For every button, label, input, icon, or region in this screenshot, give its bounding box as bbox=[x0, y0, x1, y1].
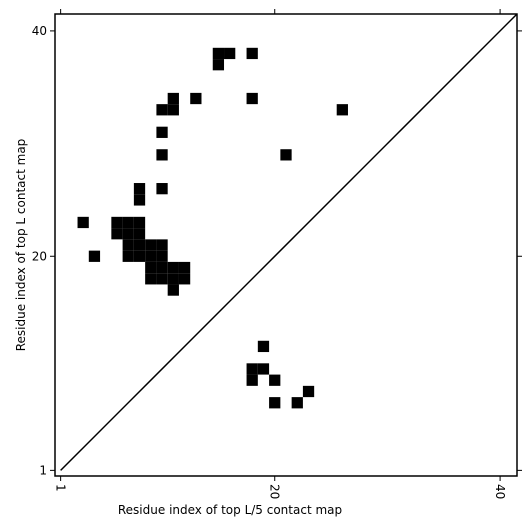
contact-cell bbox=[302, 385, 315, 398]
contact-cell bbox=[145, 261, 157, 274]
contact-cell bbox=[246, 374, 258, 386]
contact-cell bbox=[133, 239, 146, 251]
contact-cell bbox=[156, 149, 168, 161]
contact-cell bbox=[167, 92, 179, 105]
y-tick-label: 40 bbox=[32, 24, 47, 38]
contact-cell bbox=[145, 239, 157, 251]
x-axis-label: Residue index of top L/5 contact map bbox=[118, 503, 342, 517]
contact-cell bbox=[133, 250, 146, 262]
contact-cell bbox=[257, 340, 270, 353]
x-tick-label: 20 bbox=[268, 484, 282, 499]
x-tick-label: 1 bbox=[54, 484, 68, 492]
contact-cell bbox=[257, 363, 270, 375]
contact-cell bbox=[190, 92, 202, 105]
contact-cell bbox=[291, 397, 303, 409]
contact-cell bbox=[167, 273, 179, 285]
contact-cell bbox=[88, 250, 101, 262]
y-tick-label: 20 bbox=[32, 249, 47, 263]
diagonal-line bbox=[60, 13, 518, 471]
contact-cell bbox=[156, 183, 168, 195]
contact-cell bbox=[145, 273, 157, 285]
contact-cell bbox=[122, 216, 134, 229]
contact-cell bbox=[133, 216, 146, 229]
contact-cell bbox=[224, 47, 236, 60]
contact-cell bbox=[178, 261, 191, 274]
contact-cell bbox=[246, 363, 258, 375]
contact-cell bbox=[246, 47, 258, 60]
contact-cell bbox=[156, 239, 168, 251]
contact-cell bbox=[167, 104, 179, 116]
contact-cell bbox=[212, 59, 225, 71]
plot-frame bbox=[54, 13, 518, 477]
contact-cell bbox=[122, 239, 134, 251]
contact-cell bbox=[167, 261, 179, 274]
contact-cell bbox=[77, 216, 89, 229]
contact-cell bbox=[145, 250, 157, 262]
contact-cell bbox=[133, 228, 146, 240]
contact-cell bbox=[156, 126, 168, 138]
y-tick-label: 1 bbox=[39, 463, 47, 477]
contact-cell bbox=[111, 216, 123, 229]
contact-cell bbox=[156, 273, 168, 285]
contact-cell bbox=[269, 397, 281, 409]
contact-cell bbox=[133, 183, 146, 195]
contact-cell bbox=[156, 104, 168, 116]
contact-cell bbox=[133, 194, 146, 206]
contact-cell bbox=[336, 104, 348, 116]
contact-cell bbox=[122, 228, 134, 240]
contact-cell bbox=[156, 250, 168, 262]
contact-cell bbox=[122, 250, 134, 262]
contact-cell bbox=[269, 374, 281, 386]
contact-cell bbox=[156, 261, 168, 274]
x-tick-label: 40 bbox=[493, 484, 507, 499]
contact-cell bbox=[111, 228, 123, 240]
y-axis-label: Residue index of top L contact map bbox=[14, 139, 28, 352]
contact-cell bbox=[246, 92, 258, 105]
contact-cell bbox=[167, 284, 179, 296]
contact-cell bbox=[280, 149, 292, 161]
contact-cell bbox=[212, 47, 225, 60]
contact-cell bbox=[178, 273, 191, 285]
